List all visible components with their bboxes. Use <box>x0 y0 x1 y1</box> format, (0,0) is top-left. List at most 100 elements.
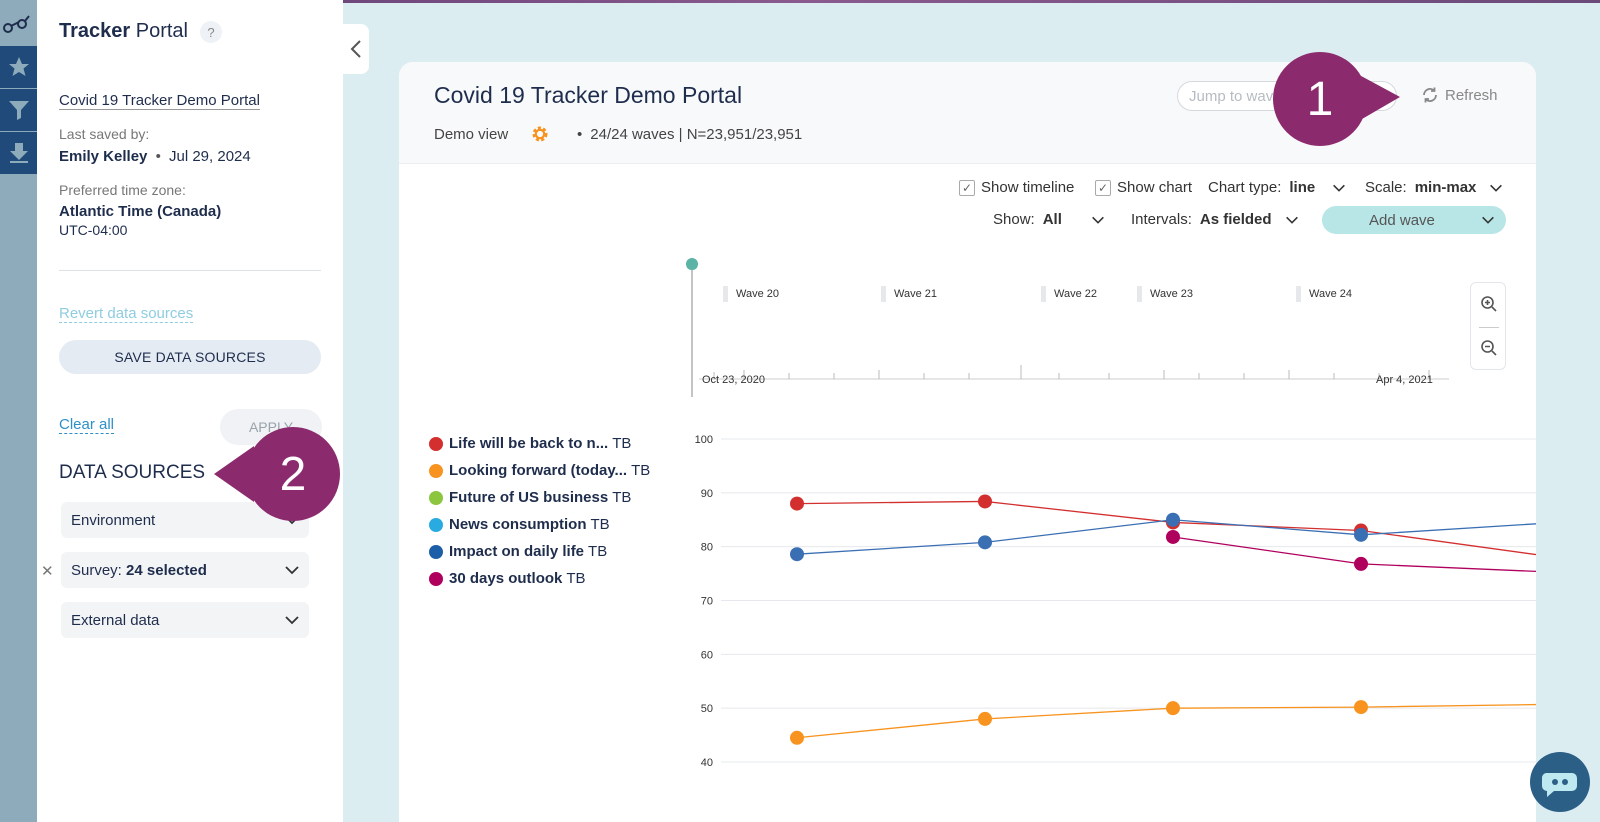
legend-item[interactable]: Impact on daily life TB <box>429 538 650 565</box>
revert-data-sources-link[interactable]: Revert data sources <box>59 305 194 323</box>
data-point[interactable] <box>1166 529 1180 544</box>
chevron-down-icon <box>1333 184 1346 192</box>
collapse-sidebar-button[interactable] <box>343 24 369 74</box>
data-point[interactable] <box>1166 512 1180 527</box>
show-timeline-checkbox[interactable]: ✓ Show timeline <box>959 179 1074 196</box>
chevron-down-icon <box>1091 216 1104 224</box>
data-point[interactable] <box>790 547 804 562</box>
y-tick-label: 90 <box>701 488 713 500</box>
callout-2-pointer <box>214 446 254 502</box>
legend-item[interactable]: News consumption TB <box>429 511 650 538</box>
download-icon <box>9 143 28 163</box>
legend-label: Future of US business <box>449 489 609 506</box>
chat-icon <box>1541 773 1577 797</box>
data-point[interactable] <box>1354 527 1368 542</box>
legend-item[interactable]: 30 days outlook TB <box>429 565 650 592</box>
show-chart-checkbox[interactable]: ✓ Show chart <box>1095 179 1192 196</box>
clear-all-link[interactable]: Clear all <box>59 416 115 434</box>
checkmark-icon: ✓ <box>1095 179 1111 196</box>
brand-title: Tracker Portal <box>59 20 188 42</box>
legend-swatch <box>429 517 443 532</box>
timeline[interactable] <box>669 252 1459 462</box>
save-data-sources-button[interactable]: SAVE DATA SOURCES <box>59 340 321 374</box>
data-point[interactable] <box>978 535 992 550</box>
y-tick-label: 60 <box>701 649 713 661</box>
legend-suffix: TB <box>566 570 586 587</box>
divider <box>59 270 321 271</box>
chevron-down-icon <box>285 616 299 625</box>
gear-icon[interactable] <box>530 124 550 144</box>
top-accent-line <box>0 0 1600 3</box>
legend-suffix: TB <box>588 543 608 560</box>
data-point[interactable] <box>1354 700 1368 715</box>
download-button[interactable] <box>0 132 37 174</box>
external-data-dropdown[interactable]: External data <box>61 602 309 638</box>
dropdown-label: Environment <box>71 511 156 529</box>
chevron-down-icon <box>1285 216 1298 224</box>
remove-survey-icon[interactable]: ✕ <box>41 563 54 580</box>
dropdown-label: External data <box>71 611 160 629</box>
legend-label: News consumption <box>449 516 587 533</box>
timeline-wave-label[interactable]: Wave 21 <box>881 286 937 302</box>
legend-item[interactable]: Life will be back to n... TB <box>429 430 650 457</box>
dropdown-label: Survey: <box>71 561 127 579</box>
last-saved-date: Jul 29, 2024 <box>169 148 251 165</box>
data-point[interactable] <box>790 496 804 511</box>
timeline-wave-label[interactable]: Wave 22 <box>1041 286 1097 302</box>
y-tick-label: 40 <box>701 757 713 769</box>
legend-swatch <box>429 544 443 559</box>
refresh-icon <box>1423 87 1437 103</box>
zoom-in-icon[interactable] <box>1480 295 1498 313</box>
add-wave-dropdown[interactable]: Add wave <box>1322 206 1506 234</box>
view-name[interactable]: Demo view <box>434 126 509 143</box>
timeline-wave-label[interactable]: Wave 24 <box>1296 286 1352 302</box>
chart-legend: Life will be back to n... TB Looking forwa… <box>429 430 650 592</box>
zoom-out-icon[interactable] <box>1480 339 1498 357</box>
data-point[interactable] <box>790 730 804 745</box>
page-title: Covid 19 Tracker Demo Portal <box>434 82 743 108</box>
legend-suffix: TB <box>612 435 632 452</box>
legend-item[interactable]: Looking forward (today... TB <box>429 457 650 484</box>
data-point[interactable] <box>978 494 992 509</box>
filter-button[interactable] <box>0 89 37 131</box>
timezone-name: Atlantic Time (Canada) <box>59 203 222 220</box>
legend-item[interactable]: Future of US business TB <box>429 484 650 511</box>
chatbot-button[interactable] <box>1530 752 1590 812</box>
timeline-marker-icon[interactable] <box>686 258 698 270</box>
scale-select[interactable]: Scale: min-max <box>1365 179 1504 196</box>
refresh-button[interactable]: Refresh <box>1421 86 1498 104</box>
legend-label: 30 days outlook <box>449 570 563 587</box>
timezone-label: Preferred time zone: <box>59 182 186 198</box>
chart-type-select[interactable]: Chart type: line <box>1208 179 1347 196</box>
legend-suffix: TB <box>590 516 610 533</box>
legend-label: Looking forward (today... <box>449 462 628 479</box>
help-button[interactable]: ? <box>200 21 222 43</box>
series-line <box>1172 536 1536 573</box>
timeline-start-date: Oct 23, 2020 <box>702 374 765 386</box>
favorites-button[interactable] <box>0 46 37 88</box>
callout-1-pointer <box>1350 70 1400 126</box>
survey-dropdown[interactable]: Survey: 24 selected <box>61 552 309 588</box>
portal-link[interactable]: Covid 19 Tracker Demo Portal <box>59 92 260 109</box>
chevron-down-icon <box>285 566 299 575</box>
chevron-down-icon <box>1482 216 1494 224</box>
legend-swatch <box>429 436 443 451</box>
show-select[interactable]: Show: All <box>993 211 1106 228</box>
main-panel: Covid 19 Tracker Demo Portal Demo view •… <box>399 62 1536 822</box>
data-point[interactable] <box>1166 701 1180 716</box>
timeline-end-date: Apr 4, 2021 <box>1376 374 1433 386</box>
panel-header: Covid 19 Tracker Demo Portal Demo view •… <box>399 62 1536 164</box>
data-point[interactable] <box>1354 556 1368 571</box>
y-tick-label: 50 <box>701 703 713 715</box>
logo-icon[interactable] <box>2 10 32 36</box>
timeline-wave-label[interactable]: Wave 20 <box>723 286 779 302</box>
legend-swatch <box>429 571 443 586</box>
icon-rail <box>0 0 37 822</box>
chevron-down-icon <box>1490 184 1503 192</box>
series-line <box>796 500 1536 556</box>
timeline-wave-label[interactable]: Wave 23 <box>1137 286 1193 302</box>
timezone-offset: UTC-04:00 <box>59 222 128 238</box>
intervals-select[interactable]: Intervals: As fielded <box>1131 211 1300 228</box>
last-saved-label: Last saved by: <box>59 126 150 142</box>
data-point[interactable] <box>978 711 992 726</box>
